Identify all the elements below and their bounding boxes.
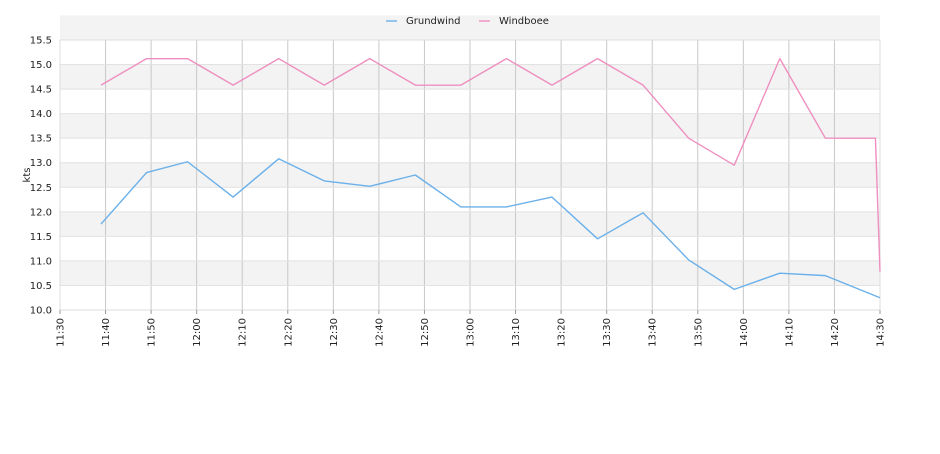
x-tick-label: 12:50 — [420, 318, 431, 347]
x-tick-label: 13:00 — [466, 318, 477, 347]
y-axis-ticks: 10.0 10.5 11.0 11.5 12.0 12.5 13.0 13.5 14.0 14.5… — [30, 36, 52, 317]
y-tick-label: 10.0 — [30, 306, 52, 317]
grid-band — [60, 15, 880, 41]
legend: Grundwind Windboee — [386, 16, 549, 27]
legend-label-windboee: Windboee — [499, 16, 549, 27]
x-tick-label: 11:30 — [56, 318, 67, 347]
y-tick-label: 13.0 — [30, 158, 52, 169]
y-axis-label: kts — [22, 168, 33, 183]
x-tick-label: 12:20 — [283, 318, 294, 347]
x-tick-label: 11:50 — [147, 318, 158, 347]
y-tick-label: 14.0 — [30, 109, 52, 120]
y-tick-label: 15.0 — [30, 60, 52, 71]
legend-label-grundwind: Grundwind — [406, 16, 461, 27]
x-tick-label: 12:30 — [329, 318, 340, 347]
y-tick-label: 15.5 — [30, 36, 52, 47]
x-tick-label: 14:10 — [784, 318, 795, 347]
y-tick-label: 11.0 — [30, 256, 52, 267]
x-tick-label: 13:10 — [511, 318, 522, 347]
x-tick-label: 13:50 — [693, 318, 704, 347]
x-tick-label: 14:30 — [876, 318, 887, 347]
x-tick-label: 12:00 — [192, 318, 203, 347]
series-line-grundwind — [100, 158, 881, 299]
x-tick-label: 14:20 — [830, 318, 841, 347]
x-tick-label: 12:10 — [238, 318, 249, 347]
x-axis-ticks: 11:30 11:40 11:50 12:00 12:10 12:20 12:30 12:40… — [56, 310, 887, 347]
y-tick-label: 13.5 — [30, 134, 52, 145]
x-tick-label: 11:40 — [101, 318, 112, 347]
x-tick-label: 13:40 — [648, 318, 659, 347]
y-tick-label: 10.5 — [30, 281, 52, 292]
x-tick-label: 13:30 — [602, 318, 613, 347]
series-line-windboee — [100, 57, 881, 272]
y-tick-label: 11.5 — [30, 232, 52, 243]
x-tick-label: 13:20 — [557, 318, 568, 347]
y-tick-label: 12.5 — [30, 183, 52, 194]
series-lines — [100, 57, 881, 299]
y-tick-label: 12.0 — [30, 207, 52, 218]
x-tick-label: 14:00 — [739, 318, 750, 347]
y-tick-label: 14.5 — [30, 85, 52, 96]
x-tick-label: 12:40 — [374, 318, 385, 347]
